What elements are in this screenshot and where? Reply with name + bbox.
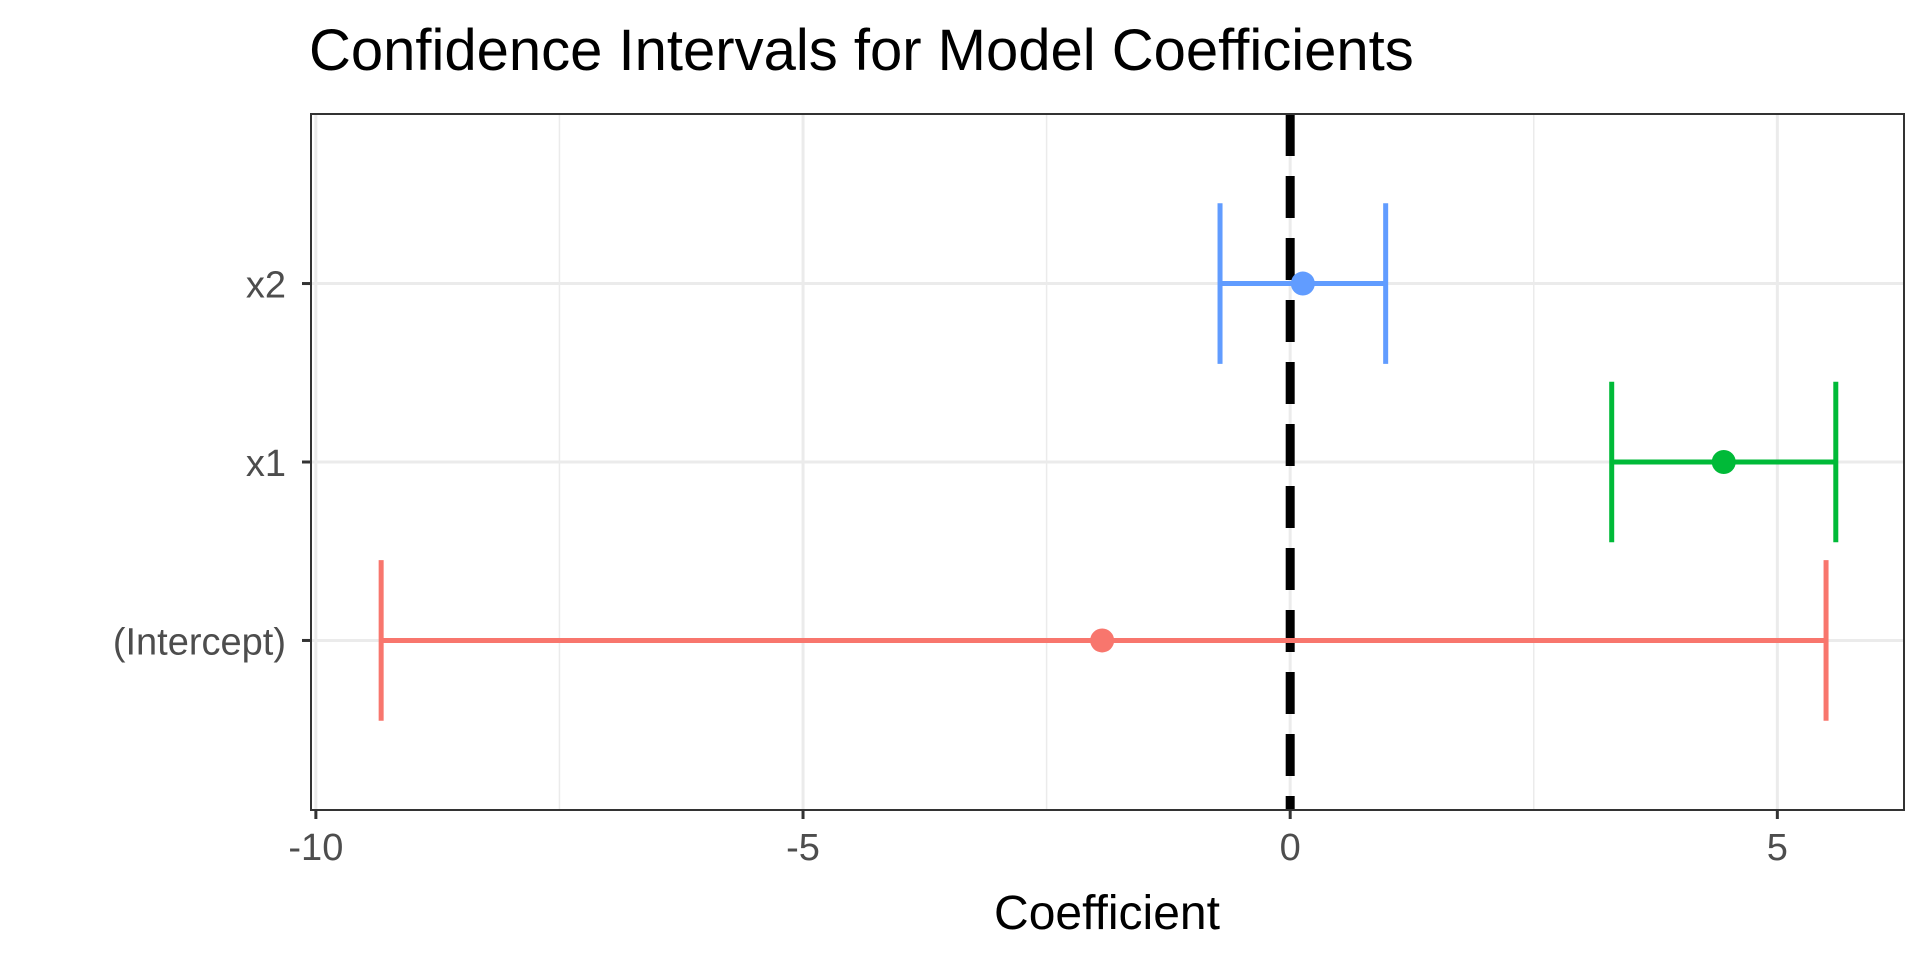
- point-estimate: [1290, 271, 1315, 296]
- x-tick-label: -10: [288, 827, 343, 869]
- x-axis: -10 -5 0 5: [288, 810, 1788, 869]
- y-tick-label: (Intercept): [113, 621, 286, 663]
- x-tick-label: -5: [786, 827, 820, 869]
- interval-x1: [1609, 381, 1839, 543]
- y-axis: (Intercept) x1 x2: [113, 265, 311, 663]
- point-estimate: [1711, 450, 1736, 474]
- confidence-intervals: [378, 203, 1839, 721]
- x-axis-title: Coefficient: [994, 887, 1220, 940]
- y-tick-label: x2: [246, 265, 286, 307]
- interval-intercept: [378, 560, 1829, 721]
- chart-title: Confidence Intervals for Model Coefficie…: [309, 18, 1414, 83]
- y-tick-label: x1: [246, 443, 286, 485]
- interval-x2: [1217, 203, 1389, 364]
- x-tick-label: 0: [1280, 827, 1301, 869]
- x-tick-label: 5: [1767, 827, 1788, 869]
- point-estimate: [1090, 628, 1115, 653]
